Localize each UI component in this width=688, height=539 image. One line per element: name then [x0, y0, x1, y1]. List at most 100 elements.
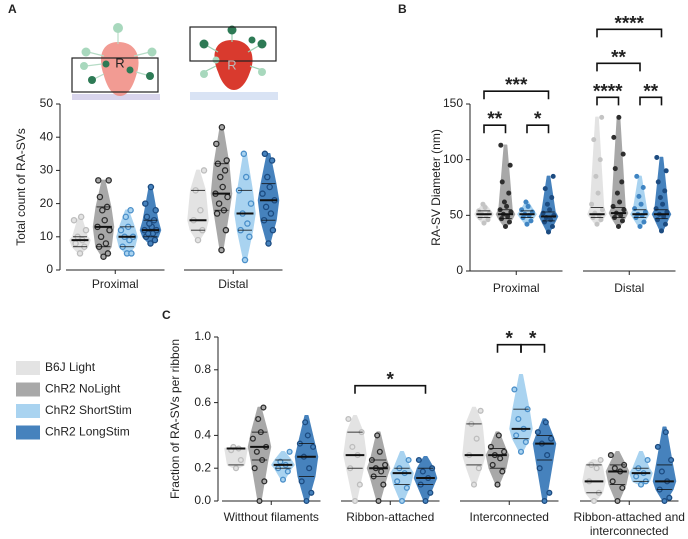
- data-point: [403, 484, 410, 491]
- data-point: [240, 150, 248, 158]
- data-point: [522, 438, 529, 446]
- data-point: [619, 484, 626, 491]
- data-point: [541, 497, 548, 505]
- data-point: [495, 432, 502, 439]
- data-point: [655, 179, 661, 185]
- data-point: [590, 497, 598, 505]
- significance-bracket: [483, 90, 550, 100]
- significance-label: ****: [593, 81, 623, 102]
- data-point: [662, 188, 668, 194]
- data-point: [415, 456, 422, 464]
- significance-label: **: [643, 81, 658, 102]
- violin-body: [587, 116, 607, 225]
- violin-body: [462, 406, 486, 486]
- legend-swatch: [16, 425, 40, 440]
- data-point: [197, 206, 204, 214]
- significance-bracket: [354, 384, 427, 394]
- data-point: [498, 142, 504, 148]
- data-point: [237, 456, 244, 464]
- data-point: [519, 207, 525, 213]
- legend-swatch: [16, 404, 40, 418]
- y-axis-label: Fraction of RA-SVs per ribbon: [168, 339, 182, 499]
- data-point: [241, 256, 249, 264]
- data-point: [304, 432, 311, 439]
- data-point: [497, 455, 504, 462]
- data-point: [303, 497, 310, 505]
- data-point: [251, 465, 258, 472]
- data-point: [655, 217, 661, 223]
- data-point: [475, 465, 482, 472]
- panel-label: C: [162, 308, 171, 322]
- data-point: [72, 240, 79, 247]
- data-point: [640, 185, 646, 191]
- data-point: [644, 456, 651, 464]
- significance-label: *: [387, 370, 395, 391]
- data-point: [219, 183, 226, 191]
- significance-label: ***: [505, 75, 528, 96]
- data-point: [662, 221, 668, 227]
- data-point: [589, 201, 595, 207]
- violin-body: [630, 175, 650, 228]
- data-point: [349, 443, 356, 450]
- data-point: [264, 173, 271, 181]
- data-point: [609, 478, 616, 485]
- data-point: [620, 151, 626, 157]
- data-point: [638, 201, 644, 207]
- y-tick-label: 50: [40, 96, 54, 110]
- data-point: [253, 448, 260, 455]
- data-point: [598, 217, 604, 223]
- inset-label: R: [115, 55, 124, 70]
- significance-bracket: [596, 62, 641, 72]
- y-tick-label: 30: [40, 163, 54, 177]
- significance-label: **: [487, 109, 502, 130]
- data-point: [102, 240, 110, 247]
- y-tick-label: 20: [40, 196, 54, 210]
- data-point: [427, 489, 434, 496]
- data-point: [632, 206, 638, 212]
- data-point: [146, 220, 153, 227]
- data-point: [619, 218, 625, 224]
- significance-label: *: [534, 109, 542, 130]
- data-point: [661, 497, 668, 505]
- data-point: [542, 186, 548, 192]
- data-point: [654, 154, 660, 160]
- data-point: [525, 203, 531, 209]
- data-point: [617, 199, 623, 205]
- data-point: [614, 190, 620, 196]
- x-category-label: Distal: [614, 281, 645, 295]
- violin-body: [652, 426, 677, 502]
- data-point: [506, 219, 512, 225]
- data-point: [151, 236, 159, 244]
- data-point: [246, 233, 253, 241]
- data-point: [419, 468, 426, 475]
- data-point: [540, 210, 546, 216]
- inset-distal: R: [189, 25, 278, 100]
- data-point: [97, 233, 105, 241]
- data-point: [502, 223, 508, 229]
- legend-label: ChR2 NoLight: [45, 382, 121, 396]
- significance-bracket: [596, 28, 663, 38]
- data-point: [594, 221, 600, 227]
- data-point: [298, 478, 305, 485]
- legend-swatch: [16, 382, 40, 397]
- data-point: [611, 465, 618, 472]
- y-tick-label: 0.4: [194, 428, 211, 442]
- data-point: [515, 415, 522, 423]
- data-point: [504, 203, 510, 209]
- y-tick-label: 50: [450, 208, 464, 222]
- data-point: [147, 240, 154, 247]
- data-point: [597, 456, 604, 464]
- violin-body: [509, 373, 533, 453]
- data-point: [663, 168, 669, 174]
- data-point: [249, 435, 256, 442]
- significance-bracket: [596, 96, 620, 106]
- data-point: [641, 219, 647, 225]
- data-point: [591, 137, 597, 143]
- data-point: [244, 220, 251, 227]
- data-point: [658, 228, 664, 234]
- data-point: [398, 497, 406, 505]
- data-point: [265, 240, 272, 247]
- data-point: [511, 386, 518, 393]
- panel-label: A: [8, 2, 17, 16]
